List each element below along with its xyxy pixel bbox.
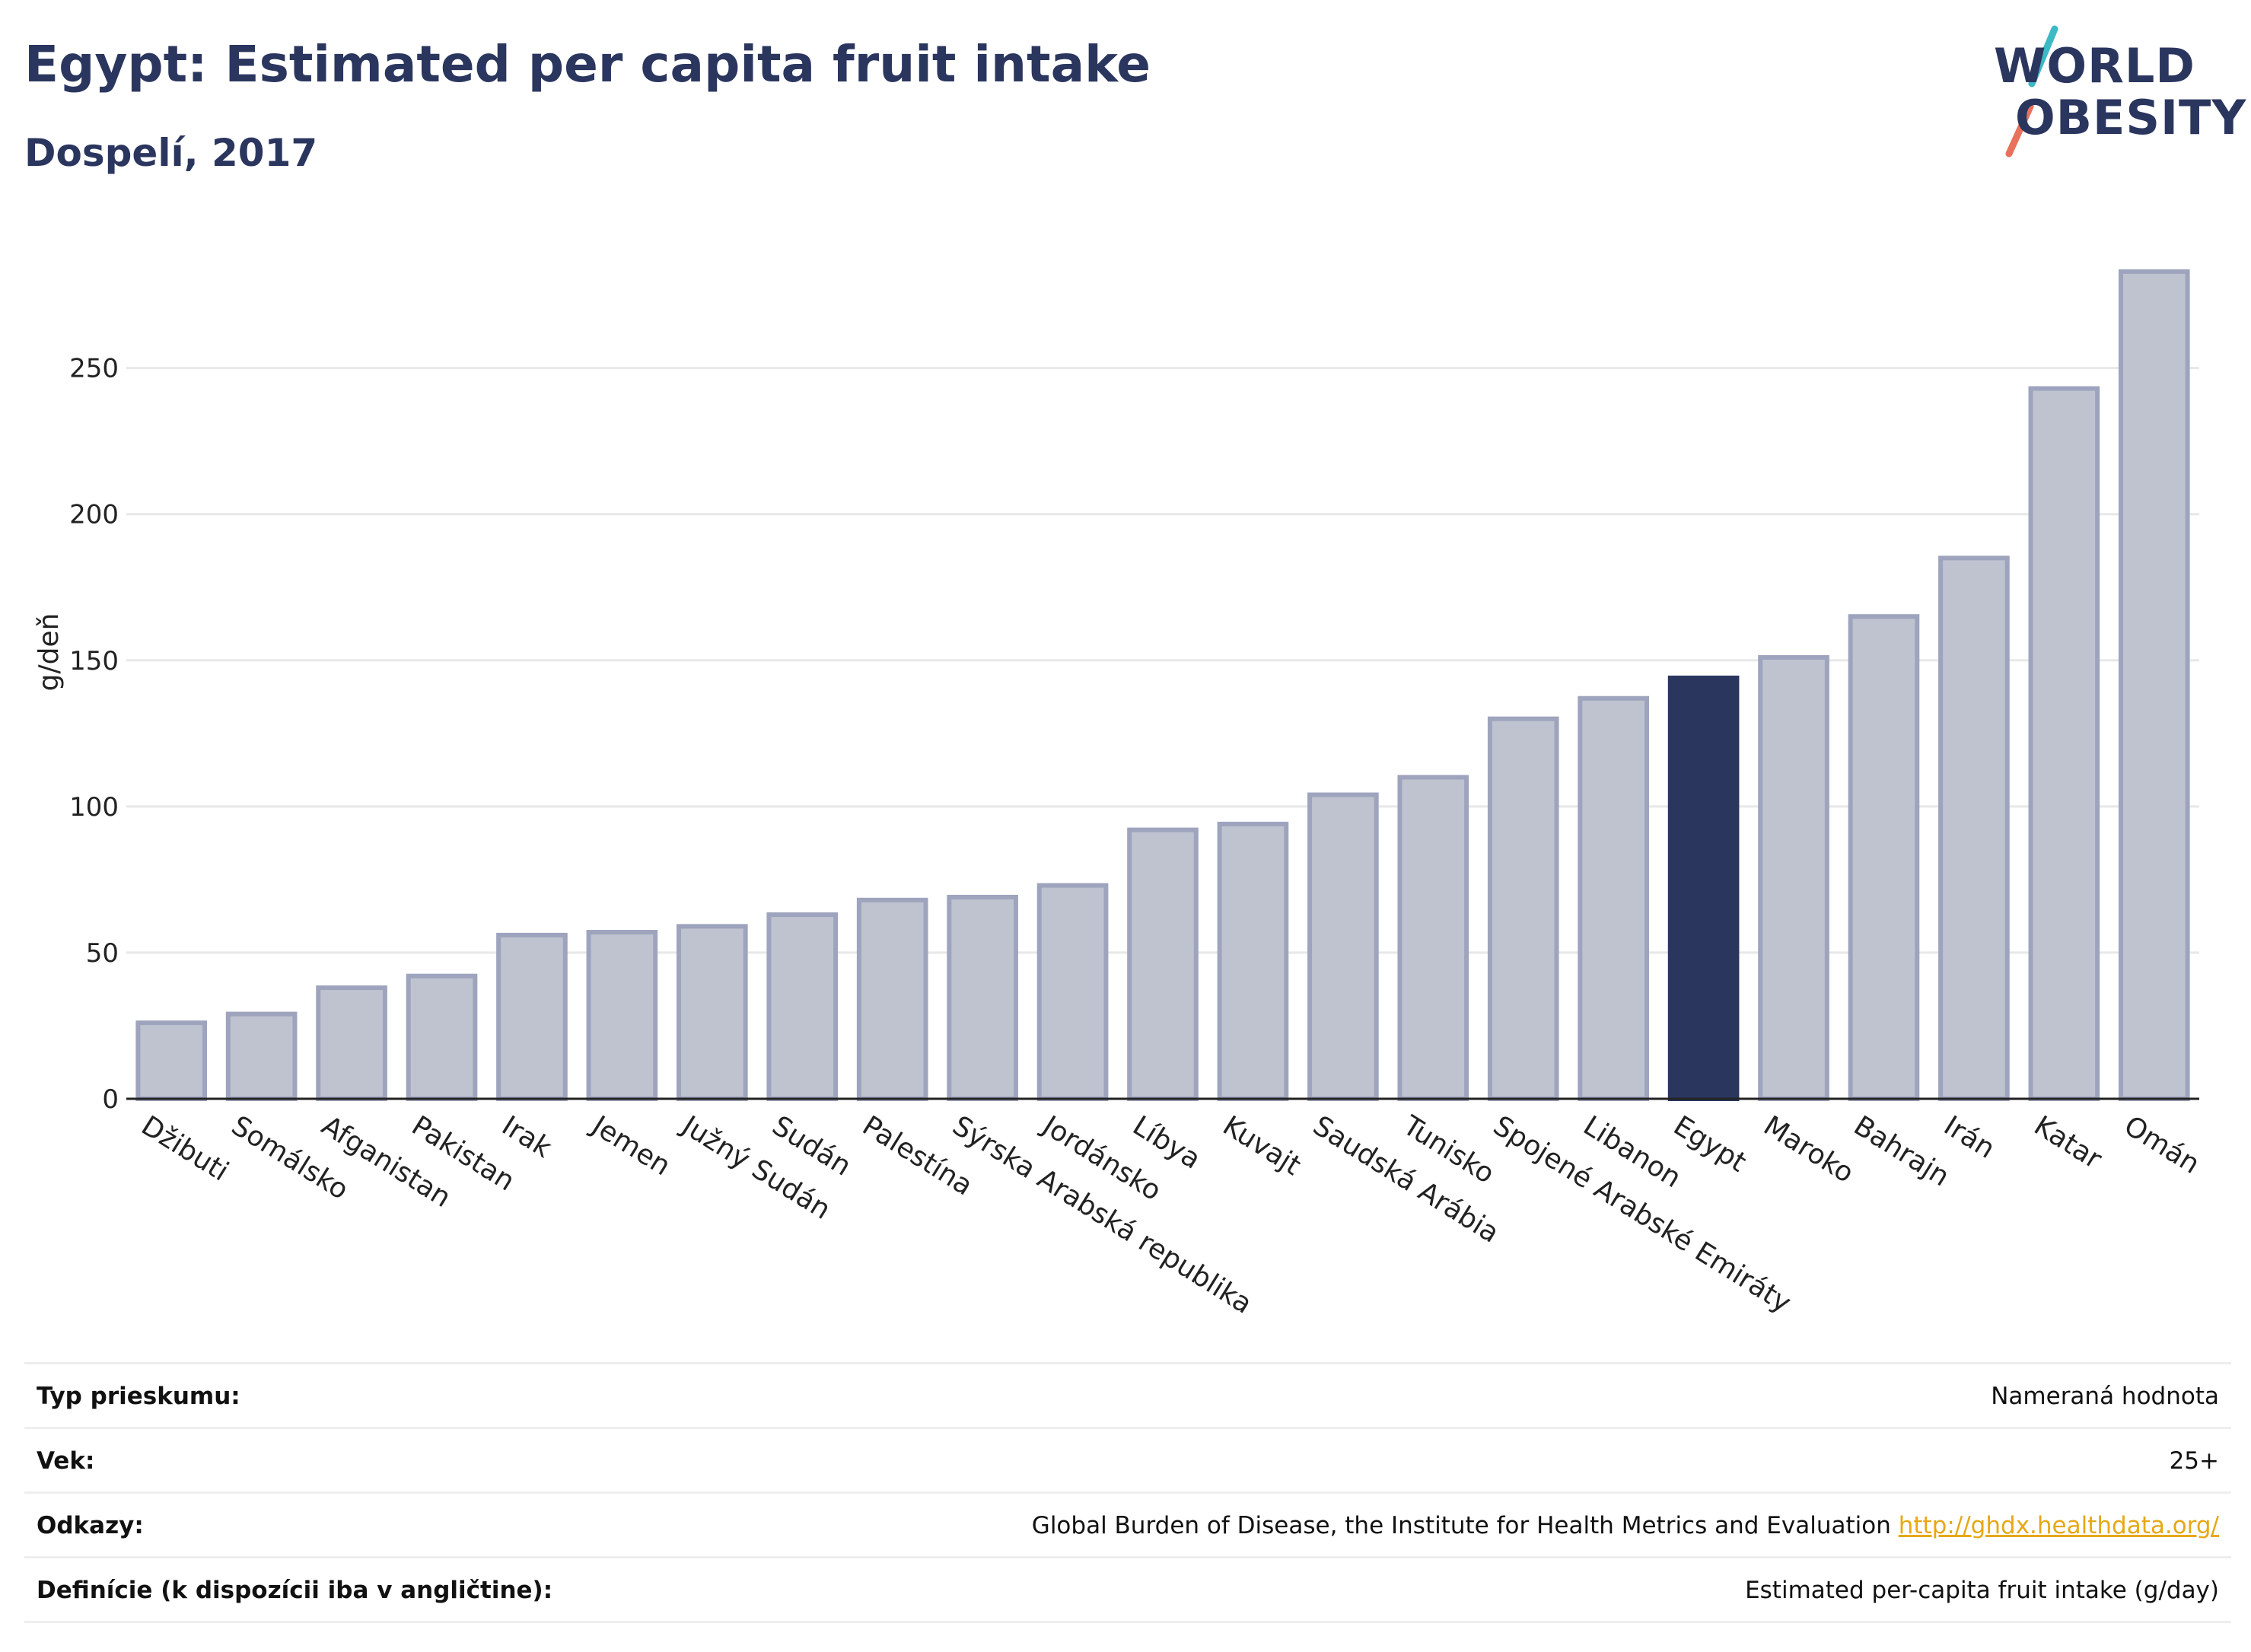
info-value: Global Burden of Disease, the Institute … <box>1032 1512 2219 1539</box>
info-row-age: Vek: 25+ <box>24 1427 2231 1491</box>
x-tick-label: Južný Sudán <box>675 1109 836 1226</box>
chart-title: Egypt: Estimated per capita fruit intake <box>24 35 1151 94</box>
bar <box>1758 654 1829 1101</box>
info-label: Vek: <box>37 1447 95 1475</box>
reference-text: Global Burden of Disease, the Institute … <box>1031 1512 1891 1539</box>
bar <box>856 897 928 1102</box>
y-tick-label: 250 <box>69 354 119 384</box>
bar <box>1938 555 2010 1101</box>
bar <box>225 1011 298 1101</box>
world-obesity-logo: WORLD OBESITY <box>1979 23 2246 160</box>
bar-chart: 050100150200250g/deňDžibutiSomálskoAfgan… <box>33 269 2205 1320</box>
info-row-definitions: Definície (k dispozícii iba v angličtine… <box>24 1556 2231 1623</box>
chart-subtitle: Dospelí, 2017 <box>24 131 318 175</box>
info-table: Typ prieskumu: Nameraná hodnota Vek: 25+… <box>24 1362 2231 1623</box>
bar <box>947 894 1018 1101</box>
bar <box>2028 386 2100 1102</box>
x-tick-label: Maroko <box>1758 1110 1859 1189</box>
y-axis-label: g/deň <box>33 613 65 692</box>
info-row-references: Odkazy: Global Burden of Disease, the In… <box>24 1491 2231 1556</box>
bar <box>316 985 387 1101</box>
bar <box>1487 716 1559 1101</box>
bar <box>1848 614 1920 1101</box>
info-label: Odkazy: <box>37 1512 144 1539</box>
info-value: Nameraná hodnota <box>1991 1383 2219 1410</box>
info-row-survey-type: Typ prieskumu: Nameraná hodnota <box>24 1362 2231 1427</box>
bar <box>1127 827 1199 1102</box>
x-tick-label: Džibuti <box>135 1110 234 1188</box>
logo-word-world: WORLD <box>1994 38 2195 94</box>
x-tick-label: Katar <box>2029 1110 2107 1176</box>
info-label: Definície (k dispozícii iba v angličtine… <box>37 1577 553 1604</box>
y-tick-label: 50 <box>86 938 119 969</box>
bar <box>586 930 658 1101</box>
bar <box>2118 269 2190 1101</box>
info-value: Estimated per-capita fruit intake (g/day… <box>1745 1577 2219 1604</box>
bar <box>135 1020 208 1102</box>
bar <box>1307 792 1379 1102</box>
bar <box>1036 883 1109 1102</box>
bar <box>1578 695 1649 1101</box>
bar <box>677 924 748 1102</box>
x-tick-label: Irán <box>1938 1110 2000 1165</box>
bar <box>496 932 568 1102</box>
x-tick-label: Irak <box>496 1110 557 1164</box>
reference-link[interactable]: http://ghdx.healthdata.org/ <box>1898 1512 2219 1539</box>
logo-slash-icon <box>2005 25 2058 158</box>
y-tick-label: 150 <box>69 646 119 676</box>
y-tick-label: 200 <box>69 500 119 530</box>
x-tick-label: Kuvajt <box>1218 1110 1307 1182</box>
info-value: 25+ <box>2169 1447 2219 1475</box>
info-label: Typ prieskumu: <box>37 1383 240 1410</box>
logo-word-obesity: OBESITY <box>2015 90 2247 145</box>
y-tick-label: 100 <box>69 792 119 823</box>
x-tick-label: Bahrajn <box>1848 1110 1955 1193</box>
bar <box>1397 775 1469 1102</box>
bar-highlight <box>1667 675 1740 1101</box>
bar <box>406 973 478 1102</box>
y-tick-label: 0 <box>102 1084 119 1115</box>
bar <box>766 912 839 1102</box>
x-tick-label: Omán <box>2119 1110 2205 1180</box>
bar <box>1217 821 1289 1102</box>
x-tick-label: Jemen <box>585 1109 676 1183</box>
